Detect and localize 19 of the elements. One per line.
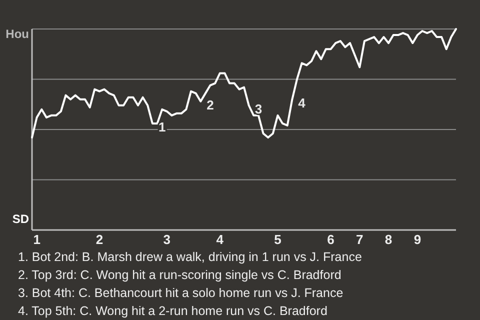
annotation: 2 bbox=[206, 97, 214, 112]
text: 2. Top 3rd: C. Wong hit a run-scoring single vs C. Bradford bbox=[18, 268, 342, 282]
x-tick-label: 3 bbox=[163, 232, 171, 247]
text: 1. Bot 2nd: B. Marsh drew a walk, driving in 1 run vs J. France bbox=[18, 250, 362, 264]
text: Hou bbox=[6, 27, 29, 42]
text: 3. Bot 4th: C. Bethancourt hit a solo home run vs J. France bbox=[18, 286, 344, 300]
x-tick-label: 8 bbox=[384, 232, 392, 247]
x-tick-label: 9 bbox=[414, 232, 422, 247]
x-tick-label: 5 bbox=[274, 232, 282, 247]
text: SD bbox=[12, 212, 30, 226]
x-tick-label: 4 bbox=[216, 232, 224, 247]
annotation: 1 bbox=[158, 119, 166, 134]
annotation: 4 bbox=[298, 95, 306, 110]
x-tick-label: 6 bbox=[327, 232, 334, 247]
x-tick-label: 2 bbox=[96, 232, 104, 247]
x-tick-label: 7 bbox=[356, 232, 364, 247]
text: 4. Top 5th: C. Wong hit a 2-run home run vs C. Bradford bbox=[18, 304, 328, 318]
annotation: 3 bbox=[254, 101, 262, 116]
x-tick-label: 1 bbox=[33, 232, 40, 247]
